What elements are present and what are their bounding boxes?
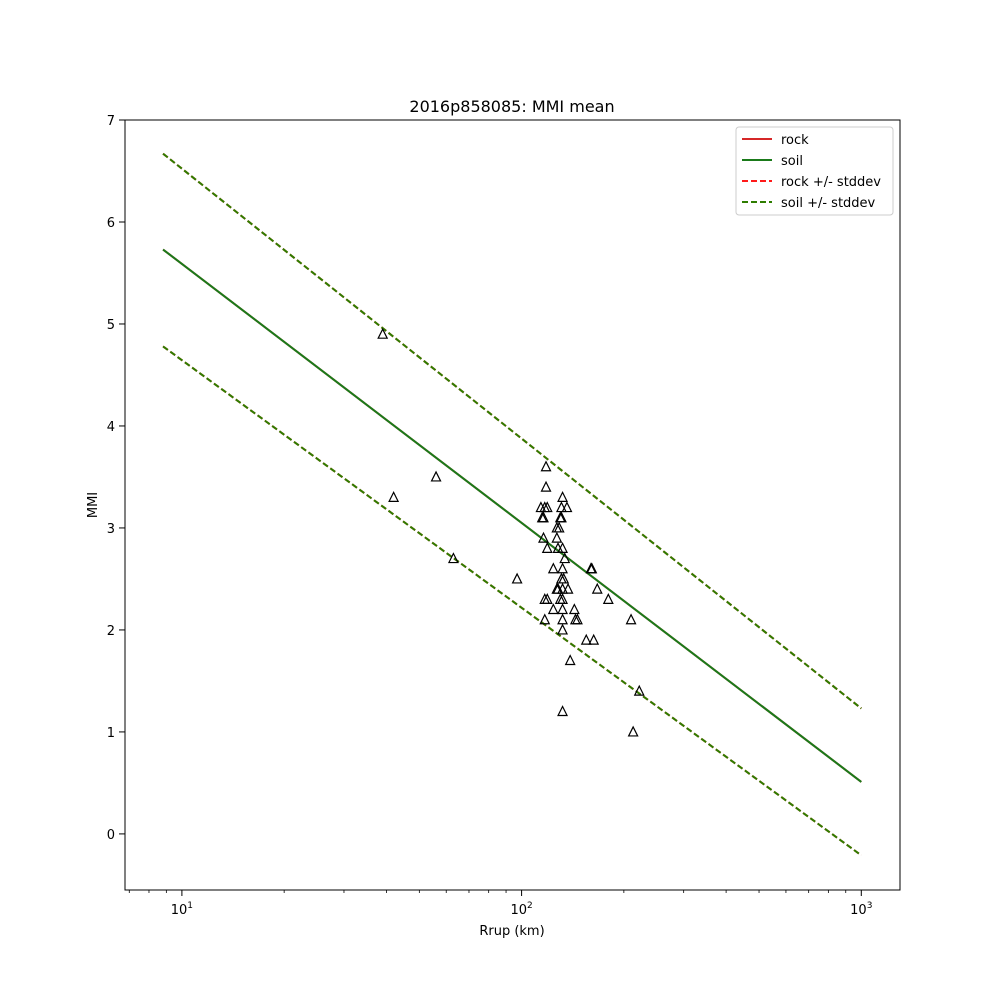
observation-marker	[511, 572, 523, 584]
y-tick-label: 6	[107, 216, 115, 231]
legend-label: rock	[781, 133, 809, 148]
observation-marker	[541, 542, 553, 553]
observation-marker	[540, 460, 552, 472]
observation-marker	[571, 613, 583, 625]
observation-marker	[539, 613, 551, 625]
plot-frame	[124, 119, 901, 891]
y-tick-label: 7	[107, 114, 115, 129]
observation-marker	[588, 633, 600, 645]
y-tick-label: 2	[107, 624, 115, 639]
observation-marker	[591, 582, 603, 594]
observation-marker	[388, 491, 400, 502]
y-tick-label: 1	[107, 726, 115, 741]
legend-label: soil +/- stddev	[781, 196, 876, 211]
observation-marker	[551, 531, 563, 543]
chart-title: 2016p858085: MMI mean	[409, 97, 614, 116]
observation-marker	[625, 613, 637, 625]
y-tick-label: 4	[107, 420, 115, 435]
series-line-soil-stddev-upper	[162, 152, 862, 710]
observation-marker	[580, 633, 592, 645]
observation-marker	[547, 603, 559, 615]
observation-marker	[555, 511, 567, 523]
observation-marker	[377, 327, 389, 339]
x-tick-label: 101	[171, 901, 193, 918]
x-tick-label: 102	[510, 901, 532, 918]
series-line-soil-stddev-lower	[162, 345, 862, 857]
observation-marker	[538, 531, 549, 543]
observation-marker	[558, 572, 570, 584]
y-axis-ticks: 0 1 2 3 4 5 6 7	[107, 114, 125, 843]
x-tick-label: 103	[850, 901, 872, 918]
observation-marker	[553, 521, 565, 533]
observation-marker	[602, 592, 614, 604]
y-tick-label: 0	[107, 828, 115, 843]
observation-points	[377, 327, 645, 737]
observation-marker	[557, 562, 569, 574]
series-layer	[162, 152, 862, 857]
observation-marker	[568, 603, 580, 615]
observation-marker	[559, 552, 571, 564]
y-tick-label: 5	[107, 318, 115, 333]
observation-marker	[633, 684, 645, 696]
observation-marker	[561, 501, 573, 513]
observation-marker	[541, 592, 553, 604]
y-tick-label: 3	[107, 522, 115, 537]
legend-box	[735, 126, 894, 216]
y-axis-label: MMI	[86, 492, 101, 518]
x-axis-label: Rrup (km)	[479, 924, 544, 939]
legend-label: rock +/- stddev	[781, 175, 881, 190]
observation-marker	[540, 480, 552, 492]
observation-marker	[627, 725, 639, 737]
legend: rock soil rock +/- stddev soil +/- stddev	[735, 126, 894, 216]
observation-marker	[430, 470, 442, 482]
x-axis-ticks: 101 102 103	[128, 890, 872, 918]
observation-marker	[557, 491, 569, 502]
observation-marker	[447, 552, 459, 564]
observation-marker	[538, 511, 549, 523]
observation-marker	[586, 562, 598, 574]
series-line-soil	[162, 248, 862, 783]
observation-marker	[557, 705, 569, 717]
legend-label: soil	[781, 154, 803, 169]
observation-marker	[541, 501, 553, 513]
observation-marker	[562, 582, 574, 594]
observation-marker	[557, 542, 569, 553]
observation-marker	[547, 562, 559, 574]
observation-marker	[564, 654, 576, 666]
observation-marker	[557, 623, 569, 635]
